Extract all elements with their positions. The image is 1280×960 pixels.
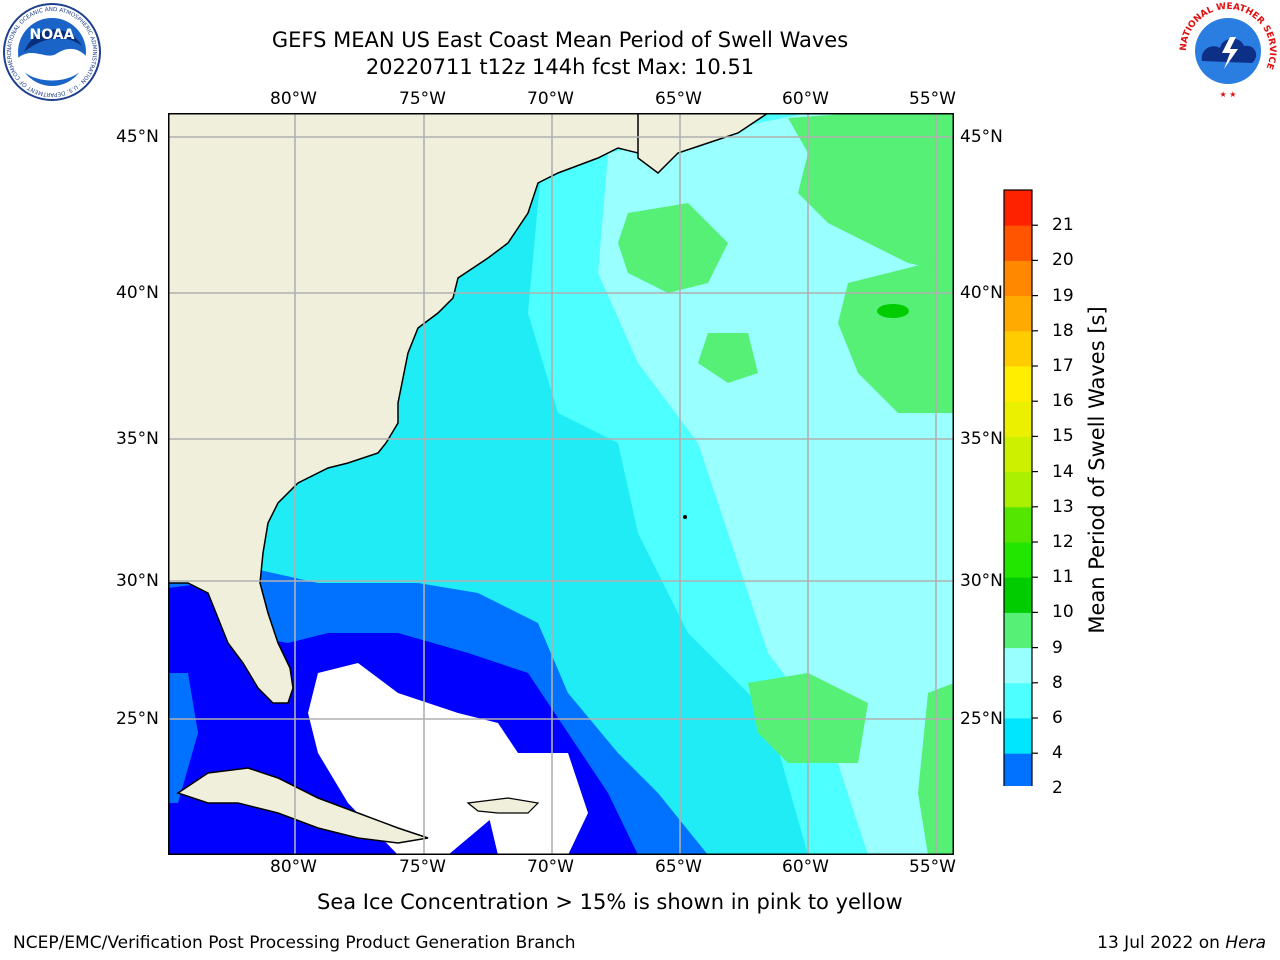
map-panel <box>167 112 954 855</box>
lat-label-left-25n: 25°N <box>116 709 159 729</box>
no-swell-caribbean <box>308 663 518 855</box>
lon-label-bottom-60w: 60°W <box>782 857 829 877</box>
colorbar-tick-label: 19 <box>1052 285 1074 306</box>
noaa-logo: NOAA NATIONAL OCEANIC AND ATMOSPHERIC AD… <box>0 0 102 102</box>
lon-label-top-80w: 80°W <box>270 89 317 109</box>
colorbar-segment <box>1004 682 1032 719</box>
colorbar-tick-label: 4 <box>1052 743 1063 764</box>
colorbar-segment <box>1004 366 1032 402</box>
colorbar-segment <box>1004 753 1032 789</box>
colorbar-segment <box>1004 260 1032 297</box>
colorbar-segment <box>1004 295 1032 332</box>
swell-9-10s-patch-east <box>838 263 954 413</box>
colorbar-segment <box>1004 225 1032 261</box>
nws-logo: NATIONAL WEATHER SERVICE ★ ★ <box>1178 1 1278 101</box>
lon-label-top-65w: 65°W <box>655 89 702 109</box>
bermuda-marker <box>683 515 687 519</box>
colorbar-segment <box>1004 471 1032 508</box>
colorbar-tick-label: 21 <box>1052 215 1074 236</box>
colorbar-segment <box>1004 436 1032 473</box>
colorbar-segment <box>1004 330 1032 367</box>
colorbar-segment <box>1004 190 1032 226</box>
colorbar-segment <box>1004 612 1032 649</box>
noaa-logo-text: NOAA <box>30 27 75 43</box>
lon-label-top-75w: 75°W <box>399 89 446 109</box>
lat-label-left-30n: 30°N <box>116 571 159 591</box>
swell-9-10s-patch-mid <box>698 333 758 383</box>
colorbar-tick-label: 17 <box>1052 356 1074 376</box>
plot-title-line2: 20220711 t12z 144h fcst Max: 10.51 <box>365 55 755 79</box>
lon-label-bottom-55w: 55°W <box>909 857 956 877</box>
colorbar-segment <box>1004 577 1032 613</box>
colorbar-tick-label: 14 <box>1052 461 1074 482</box>
lat-label-right-30n: 30°N <box>960 571 1003 591</box>
colorbar-tick-label: 16 <box>1052 391 1074 412</box>
colorbar-tick-label: 20 <box>1052 250 1074 271</box>
colorbar-tick-label: 9 <box>1052 637 1063 658</box>
lat-label-right-45n: 45°N <box>960 127 1003 147</box>
swell-9-10s-patch-central <box>618 203 728 293</box>
lat-label-left-45n: 45°N <box>116 127 159 147</box>
colorbar-tick-labels: 2 4 6 8 9 10 11 12 13 14 15 16 17 18 19 20 21 <box>1052 0 1092 960</box>
cuba-land <box>176 767 429 844</box>
map-frame <box>168 113 954 855</box>
footer-date-text: 13 Jul 2022 on <box>1097 933 1226 953</box>
colorbar <box>1000 186 1050 818</box>
svg-text:★ ★: ★ ★ <box>1220 90 1237 99</box>
footer-machine: Hera <box>1225 933 1266 953</box>
footer-date: 13 Jul 2022 on Hera <box>1097 933 1266 953</box>
lon-label-bottom-80w: 80°W <box>270 857 317 877</box>
canada-land <box>637 112 771 174</box>
lon-label-top-55w: 55°W <box>909 89 956 109</box>
lat-label-right-40n: 40°N <box>960 283 1003 303</box>
colorbar-segment <box>1004 718 1032 754</box>
colorbar-tick-label: 2 <box>1052 778 1063 799</box>
us-east-coast-land <box>167 112 649 704</box>
colorbar-label-text: Mean Period of Swell Waves [s] <box>1085 306 1109 634</box>
lat-label-right-25n: 25°N <box>960 709 1003 729</box>
plot-title-line1: GEFS MEAN US East Coast Mean Period of S… <box>271 28 849 52</box>
colorbar-segment <box>1004 506 1032 543</box>
colorbar-tick-label: 10 <box>1052 602 1074 623</box>
colorbar-segment <box>1004 401 1032 437</box>
colorbar-tick-label: 12 <box>1052 532 1074 552</box>
swell-9-10s-patch-ne <box>788 113 954 273</box>
hispaniola-land <box>466 797 540 814</box>
lon-label-top-70w: 70°W <box>527 89 574 109</box>
lon-label-bottom-65w: 65°W <box>655 857 702 877</box>
no-swell-east-caribbean <box>488 753 588 855</box>
lat-label-left-35n: 35°N <box>116 429 159 449</box>
colorbar-tick-label: 8 <box>1052 672 1063 693</box>
sea-ice-note: Sea Ice Concentration > 15% is shown in … <box>317 890 903 914</box>
lat-label-left-40n: 40°N <box>116 283 159 303</box>
lon-label-bottom-70w: 70°W <box>527 857 574 877</box>
colorbar-tick-label: 15 <box>1052 426 1074 447</box>
lat-label-right-35n: 35°N <box>960 429 1003 449</box>
lon-label-top-60w: 60°W <box>782 89 829 109</box>
colorbar-segment <box>1004 647 1032 684</box>
lon-label-bottom-75w: 75°W <box>399 857 446 877</box>
graticule <box>168 113 954 855</box>
colorbar-segment <box>1004 542 1032 578</box>
swell-10-11s-max <box>877 304 909 318</box>
colorbar-tick-label: 13 <box>1052 496 1074 517</box>
colorbar-tick-label: 11 <box>1052 567 1074 588</box>
colorbar-tick-label: 18 <box>1052 320 1074 341</box>
colorbar-tick-label: 6 <box>1052 708 1063 728</box>
gulf-2-4s-edge <box>168 673 198 803</box>
footer-credit: NCEP/EMC/Verification Post Processing Pr… <box>13 933 576 953</box>
